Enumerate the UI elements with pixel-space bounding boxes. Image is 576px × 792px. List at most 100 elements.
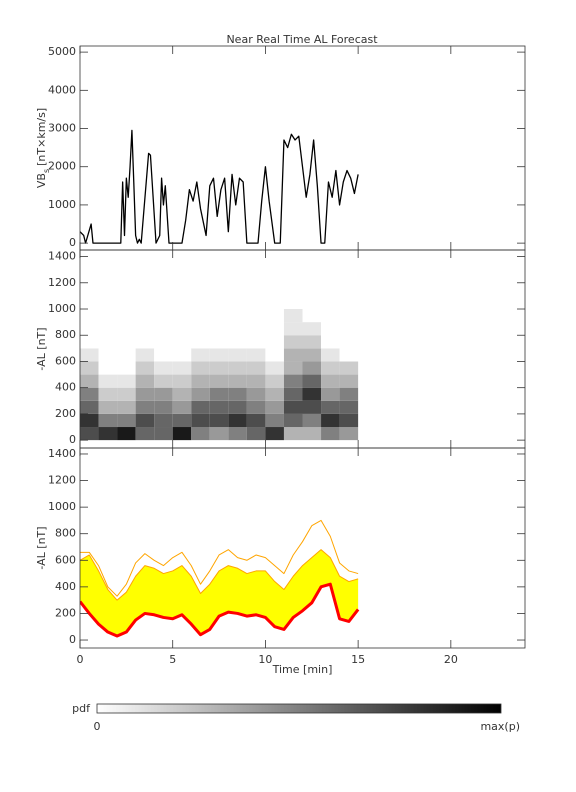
heat-cell <box>283 374 303 388</box>
heat-cell <box>98 413 118 428</box>
heat-cell <box>135 413 155 428</box>
y-tick-label: 1200 <box>48 276 76 289</box>
heat-cell <box>209 309 229 323</box>
heat-cell <box>135 335 155 349</box>
heat-cell <box>117 374 136 388</box>
heat-cell <box>246 400 266 414</box>
heat-cell <box>117 309 136 323</box>
heat-cell <box>98 387 118 401</box>
heat-cell <box>98 309 118 323</box>
heat-cell <box>172 374 192 388</box>
heat-cell <box>283 427 303 441</box>
heat-cell <box>246 335 266 349</box>
band <box>80 549 359 637</box>
axes-frame <box>79 447 526 649</box>
heat-cell <box>321 348 340 362</box>
heat-cell <box>209 322 229 336</box>
heat-cell <box>117 322 136 336</box>
y-label-sub: s <box>42 169 51 173</box>
heat-cell <box>228 348 247 362</box>
heat-cell <box>117 348 136 362</box>
heat-cell <box>135 400 155 414</box>
heat-cell <box>98 427 118 441</box>
heat-cell <box>135 361 155 375</box>
heat-cell <box>265 361 284 375</box>
y-tick-label: 200 <box>55 606 76 619</box>
y-tick-label: 1000 <box>48 302 76 315</box>
series-line <box>80 549 359 601</box>
y-tick-label: 2000 <box>48 160 76 173</box>
heat-cell <box>154 387 173 401</box>
heat-cell <box>302 413 322 428</box>
heat-cell <box>246 427 266 441</box>
heat-cell <box>283 335 303 349</box>
heat-cell <box>191 309 210 323</box>
heat-cell <box>191 413 210 428</box>
heat-cell <box>283 400 303 414</box>
heat-cell <box>172 400 192 414</box>
heat-cell <box>265 348 284 362</box>
heat-cell <box>172 413 192 428</box>
heat-cell <box>135 374 155 388</box>
y-tick-label: 1400 <box>48 447 76 460</box>
heat-cell <box>209 413 229 428</box>
heat-cell <box>135 427 155 441</box>
heat-cell <box>321 400 340 414</box>
heat-cell <box>154 361 173 375</box>
heat-cell <box>228 309 247 323</box>
heat-cell <box>246 322 266 336</box>
heat-cell <box>191 361 210 375</box>
heat-cell <box>191 335 210 349</box>
y-tick-label: 0 <box>69 433 76 446</box>
heat-cell <box>172 322 192 336</box>
heat-cell <box>228 400 247 414</box>
heat-cell <box>80 348 99 362</box>
y-label-main: -AL [nT] <box>35 526 48 569</box>
heat-cell <box>339 322 359 336</box>
heat-cell <box>154 335 173 349</box>
x-axis-label: Time [min] <box>272 663 333 676</box>
heat-cell <box>209 335 229 349</box>
x-tick-label: 0 <box>77 653 84 666</box>
heat-cell <box>246 348 266 362</box>
heat-cell <box>246 361 266 375</box>
heat-cell <box>98 361 118 375</box>
heat-cell <box>154 413 173 428</box>
heat-cell <box>321 322 340 336</box>
heat-cell <box>80 413 99 428</box>
heat-cell <box>191 387 210 401</box>
heat-cell <box>80 335 99 349</box>
y-tick-label: 0 <box>69 236 76 249</box>
heat-cell <box>172 309 192 323</box>
heat-cell <box>172 361 192 375</box>
plot-area <box>80 309 359 441</box>
heat-cell <box>339 374 359 388</box>
heat-cell <box>265 387 284 401</box>
heat-cell <box>228 387 247 401</box>
heat-cell <box>80 387 99 401</box>
heat-cell <box>302 335 322 349</box>
heat-cell <box>228 335 247 349</box>
heat-cell <box>283 322 303 336</box>
y-axis-label: -AL [nT] <box>35 327 48 370</box>
heat-cell <box>246 309 266 323</box>
y-tick-label: 3000 <box>48 122 76 135</box>
heat-cell <box>265 400 284 414</box>
heat-cell <box>321 427 340 441</box>
heat-cell <box>80 374 99 388</box>
y-tick-label: 4000 <box>48 83 76 96</box>
y-label-main: -AL [nT] <box>35 327 48 370</box>
colorbar-label: pdf <box>72 702 91 715</box>
x-tick-label: 15 <box>351 653 365 666</box>
heat-cell <box>80 322 99 336</box>
heat-cell <box>339 335 359 349</box>
heat-cell <box>98 348 118 362</box>
heat-cell <box>321 309 340 323</box>
heat-cell <box>191 400 210 414</box>
heat-cell <box>321 413 340 428</box>
heat-cell <box>154 348 173 362</box>
heat-cell <box>283 348 303 362</box>
heat-cell <box>172 348 192 362</box>
